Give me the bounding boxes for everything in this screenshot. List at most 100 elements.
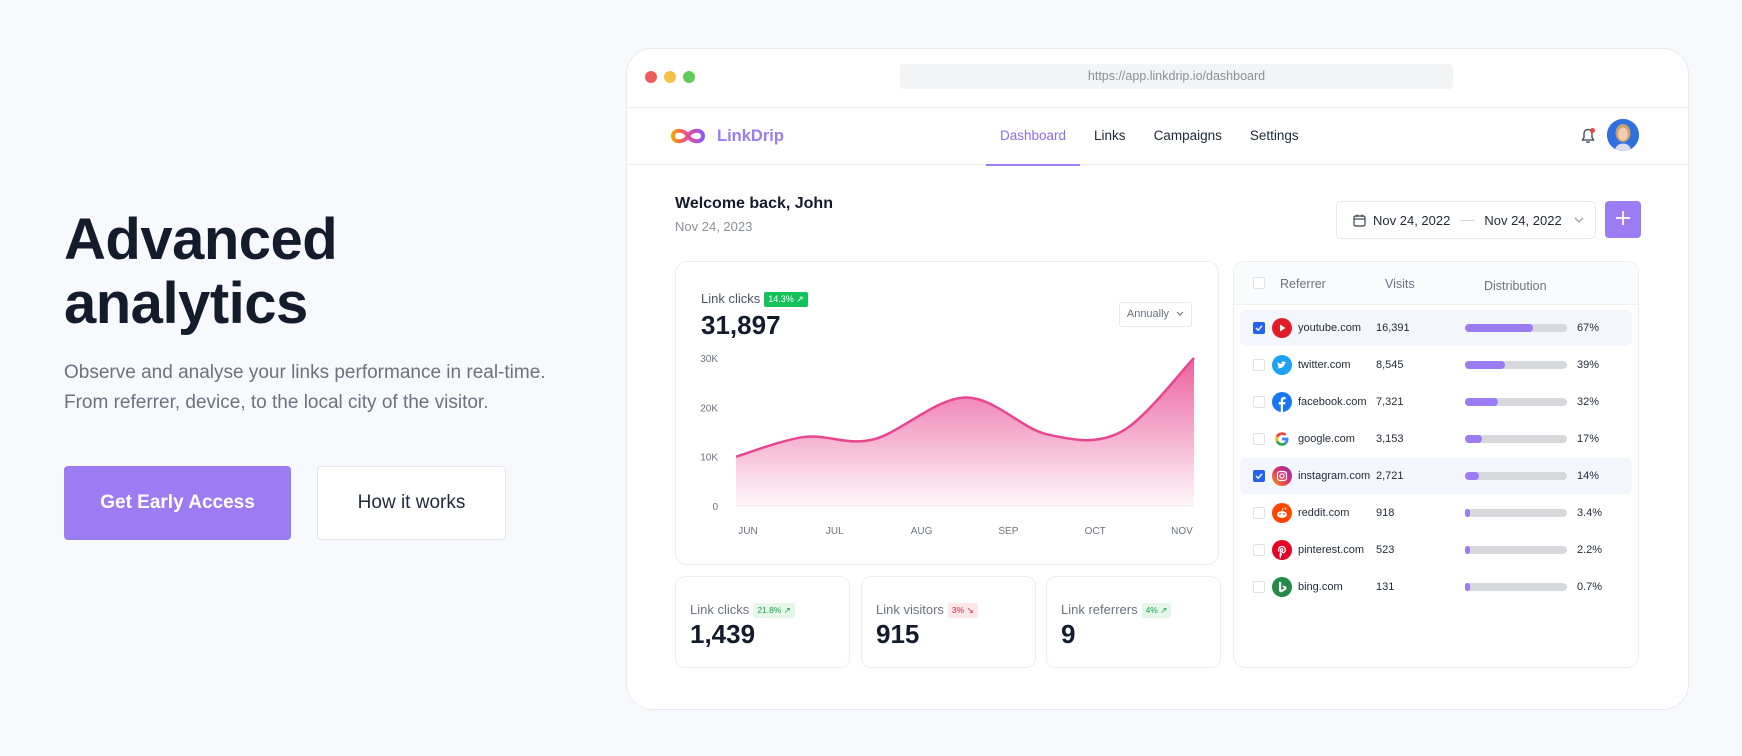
user-avatar-image [1607, 119, 1639, 151]
row-checkbox[interactable] [1253, 470, 1265, 482]
browser-window: https://app.linkdrip.io/dashboard LinkDr… [626, 48, 1689, 710]
chevron-down-icon [1176, 311, 1184, 316]
table-row[interactable]: pinterest.com 523 2.2% [1240, 532, 1632, 568]
referrer-name[interactable]: facebook.com [1298, 396, 1367, 408]
hero-description: Observe and analyse your links performan… [64, 358, 624, 418]
get-early-access-button[interactable]: Get Early Access [64, 466, 291, 540]
referrer-name[interactable]: bing.com [1298, 581, 1343, 593]
referrer-table: Referrer Visits Distribution youtube.com… [1233, 261, 1639, 668]
distribution-bar-fill [1465, 472, 1480, 480]
y-tick-label: 10K [700, 453, 718, 464]
user-avatar[interactable] [1607, 119, 1639, 151]
check-icon [1255, 325, 1263, 332]
stat-card-link-visitors: Link visitors 3% ↘ 915 [861, 576, 1036, 668]
table-row[interactable]: google.com 3,153 17% [1240, 421, 1632, 457]
distribution-bar [1465, 361, 1567, 369]
chart-trend-badge: 14.3% ↗ [764, 292, 808, 307]
address-bar[interactable]: https://app.linkdrip.io/dashboard [900, 64, 1453, 89]
col-referrer[interactable]: Referrer [1280, 277, 1326, 291]
close-window-dot[interactable] [645, 71, 657, 83]
infinity-logo-icon [670, 128, 706, 144]
google-icon [1272, 429, 1292, 449]
stat-card-link-referrers: Link referrers 4% ↗ 9 [1046, 576, 1221, 668]
row-checkbox[interactable] [1253, 544, 1265, 556]
table-row[interactable]: twitter.com 8,545 39% [1240, 347, 1632, 383]
nav-dashboard[interactable]: Dashboard [986, 108, 1081, 166]
distribution-bar [1465, 583, 1567, 591]
add-link-button[interactable] [1605, 201, 1641, 238]
referrer-visits: 523 [1376, 544, 1395, 556]
period-select[interactable]: Annually [1119, 302, 1192, 327]
hero-desc-line2: From referrer, device, to the local city… [64, 392, 489, 413]
reddit-icon [1272, 503, 1292, 523]
stat-trend-value: 4% [1145, 605, 1158, 615]
minimize-window-dot[interactable] [664, 71, 676, 83]
referrer-table-header: Referrer Visits Distribution [1234, 262, 1638, 305]
distribution-percent: 2.2% [1577, 544, 1603, 556]
distribution-bar [1465, 546, 1567, 554]
table-row[interactable]: bing.com 131 0.7% [1240, 569, 1632, 605]
maximize-window-dot[interactable] [683, 71, 695, 83]
y-tick-label: 20K [700, 403, 718, 414]
x-tick-label: AUG [911, 526, 933, 537]
hero-desc-line1: Observe and analyse your links performan… [64, 362, 546, 383]
distribution-percent: 39% [1577, 359, 1600, 371]
distribution-bar [1465, 472, 1567, 480]
row-checkbox[interactable] [1253, 359, 1265, 371]
facebook-icon [1272, 392, 1292, 412]
col-distribution[interactable]: Distribution [1484, 279, 1547, 293]
row-checkbox[interactable] [1253, 322, 1265, 334]
table-row[interactable]: instagram.com 2,721 14% [1240, 458, 1632, 494]
stat-label: Link visitors 3% ↘ [876, 602, 978, 618]
welcome-block: Welcome back, John Nov 24, 2023 [675, 195, 833, 234]
distribution-percent: 67% [1577, 322, 1600, 334]
notifications-button[interactable] [1581, 128, 1595, 149]
x-tick-label: JUN [738, 526, 757, 537]
nav-settings[interactable]: Settings [1249, 128, 1299, 143]
referrer-name[interactable]: twitter.com [1298, 359, 1351, 371]
distribution-bar [1465, 509, 1567, 517]
today-date: Nov 24, 2023 [675, 219, 753, 234]
x-tick-label: NOV [1171, 526, 1193, 537]
distribution-bar-fill [1465, 546, 1471, 554]
stat-label: Link clicks 21.8% ↗ [690, 602, 795, 618]
stat-value: 1,439 [690, 619, 756, 649]
y-tick-label: 30K [700, 354, 718, 365]
col-visits[interactable]: Visits [1385, 277, 1415, 291]
distribution-bar [1465, 398, 1567, 406]
chart-series-line [735, 357, 1195, 458]
select-all-checkbox[interactable] [1253, 277, 1265, 289]
chart-area-fill [736, 358, 1194, 506]
distribution-bar-fill [1465, 361, 1505, 369]
referrer-name[interactable]: reddit.com [1298, 507, 1350, 519]
nav-links[interactable]: Links [1094, 128, 1126, 143]
notification-dot [1590, 128, 1595, 133]
row-checkbox[interactable] [1253, 396, 1265, 408]
distribution-percent: 32% [1577, 396, 1600, 408]
cta-row: Get Early Access How it works [64, 466, 506, 540]
brand-logo[interactable]: LinkDrip [667, 124, 784, 148]
date-separator [1460, 219, 1475, 221]
link-clicks-chart-card: 0 10K 20K 30K JUN JUL AUG SEP OCT NOV Link clicks… [675, 261, 1219, 565]
row-checkbox[interactable] [1253, 507, 1265, 519]
table-row[interactable]: youtube.com 16,391 67% [1240, 310, 1632, 346]
date-range-picker[interactable]: Nov 24, 2022 Nov 24, 2022 [1336, 201, 1596, 239]
instagram-icon [1272, 466, 1292, 486]
hero-title: Advanced analytics [64, 208, 624, 336]
how-it-works-button[interactable]: How it works [317, 466, 506, 540]
distribution-bar-fill [1465, 398, 1498, 406]
stat-label: Link referrers 4% ↗ [1061, 602, 1172, 618]
referrer-visits: 7,321 [1376, 396, 1404, 408]
referrer-name[interactable]: pinterest.com [1298, 544, 1365, 556]
table-row[interactable]: facebook.com 7,321 32% [1240, 384, 1632, 420]
referrer-name[interactable]: instagram.com [1298, 470, 1371, 482]
nav-campaigns[interactable]: Campaigns [1153, 128, 1222, 143]
referrer-name[interactable]: youtube.com [1298, 322, 1361, 334]
row-checkbox[interactable] [1253, 433, 1265, 445]
row-checkbox[interactable] [1253, 581, 1265, 593]
app-navbar: LinkDrip Dashboard Links Campaigns Setti… [627, 108, 1688, 166]
referrer-name[interactable]: google.com [1298, 433, 1355, 445]
table-row[interactable]: reddit.com 918 3.4% [1240, 495, 1632, 531]
distribution-percent: 0.7% [1577, 581, 1603, 593]
distribution-percent: 3.4% [1577, 507, 1603, 519]
